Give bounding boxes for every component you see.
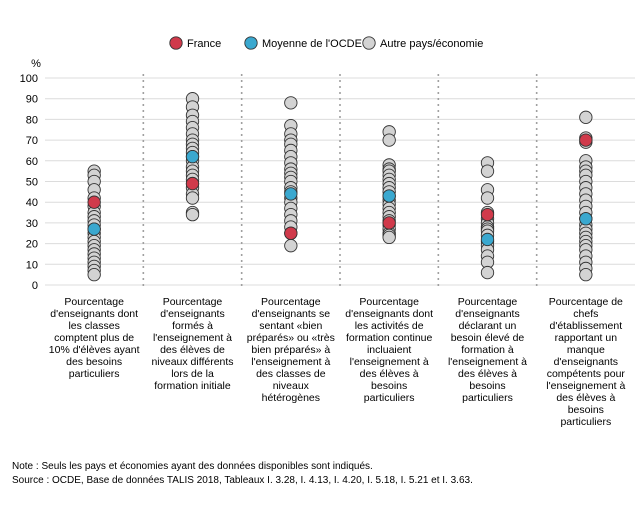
legend-marker — [244, 36, 258, 50]
y-tick-label: 40 — [26, 197, 38, 209]
point-oecd-average — [382, 189, 396, 203]
y-axis-label: % — [31, 58, 41, 70]
point-france — [284, 226, 298, 240]
x-category-label: Pourcentage d'enseignants déclarant un beso… — [447, 296, 528, 404]
legend-label: Autre pays/économie — [380, 38, 483, 50]
category-separators — [142, 74, 538, 287]
source-text: Source : OCDE, Base de données TALIS 201… — [12, 475, 473, 486]
y-tick-label: 50 — [26, 177, 38, 189]
y-tick-label: 10 — [26, 259, 38, 271]
y-tick-label: 80 — [26, 114, 38, 126]
point-other — [382, 133, 396, 147]
point-oecd-average — [579, 212, 593, 226]
data-points — [87, 92, 593, 282]
point-other — [284, 96, 298, 110]
point-other — [382, 230, 396, 245]
point-oecd-average — [284, 187, 298, 201]
note-text: Note : Seuls les pays et économies ayant… — [12, 461, 373, 472]
point-other — [480, 191, 495, 205]
y-axis: 0 10 20 30 40 50 60 70 80 90 100 — [20, 73, 38, 292]
point-other — [185, 191, 200, 205]
legend-label: Moyenne de l'OCDE — [262, 38, 362, 50]
x-category-label: Pourcentage d'enseignants formés à l'enseig… — [151, 296, 234, 392]
y-tick-label: 90 — [26, 94, 38, 106]
x-category-label: Pourcentage d'enseignants dont les activit… — [345, 296, 434, 404]
x-category-label: Pourcentage de chefs d'établissement rappor… — [546, 296, 626, 428]
point-other — [185, 207, 200, 222]
grid — [45, 77, 635, 286]
legend-marker — [169, 36, 183, 50]
legend-label: France — [187, 38, 221, 50]
point-other — [579, 110, 593, 124]
point-other — [579, 267, 593, 282]
y-tick-label: 60 — [26, 156, 38, 168]
point-other — [284, 239, 298, 253]
x-category-label: Pourcentage d'enseignants dont les classes… — [48, 296, 140, 380]
point-oecd-average — [87, 222, 101, 236]
y-tick-label: 30 — [26, 218, 38, 230]
point-france — [382, 216, 396, 230]
point-france — [579, 133, 593, 147]
y-tick-label: 20 — [26, 239, 38, 251]
point-other — [480, 164, 495, 178]
point-oecd-average — [480, 232, 495, 247]
legend: France Moyenne de l'OCDE Autre pays/économ… — [169, 36, 483, 50]
point-other — [87, 267, 101, 282]
y-tick-label: 70 — [26, 135, 38, 147]
point-france — [87, 195, 101, 209]
x-category-label: Pourcentage d'enseignants se sentant «bien… — [246, 296, 335, 404]
legend-marker — [362, 36, 376, 50]
y-tick-label: 0 — [32, 280, 38, 292]
point-oecd-average — [185, 150, 200, 164]
y-tick-label: 100 — [20, 73, 38, 85]
point-other — [480, 265, 495, 280]
point-france — [185, 176, 200, 191]
point-france — [480, 207, 495, 222]
